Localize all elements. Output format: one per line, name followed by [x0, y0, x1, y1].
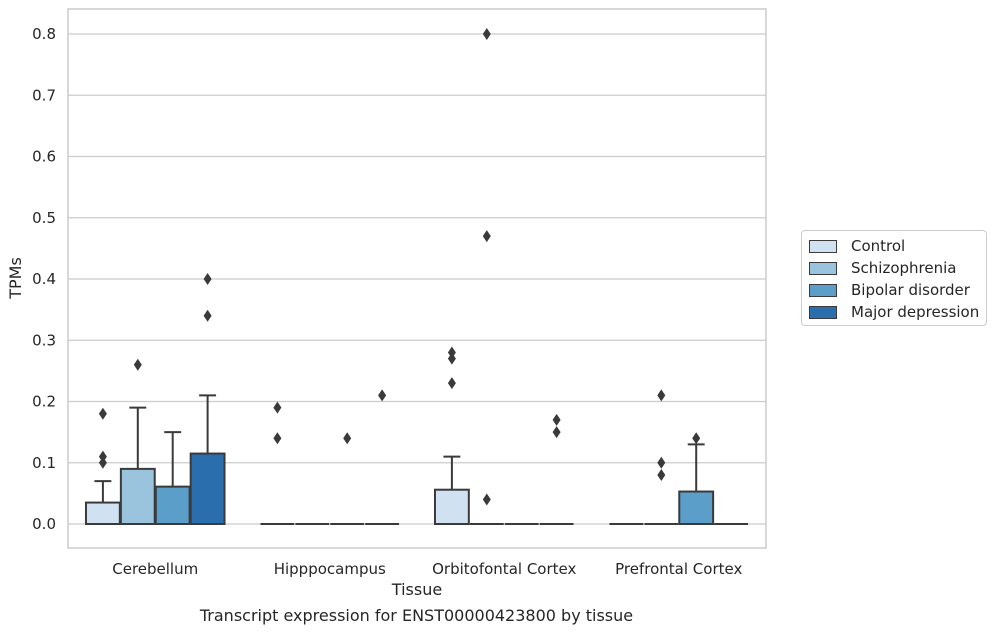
box-body: [433, 488, 470, 526]
box-body: [154, 485, 191, 526]
outlier-marker: [552, 413, 561, 426]
outlier-marker: [692, 432, 701, 445]
plot-area-frame: [67, 8, 767, 549]
outlier-marker: [98, 450, 107, 463]
outlier-marker: [482, 28, 491, 40]
y-tick-label: 0.0: [32, 515, 56, 533]
legend-label-control: Control: [851, 237, 906, 255]
box: [189, 394, 226, 525]
outlier-marker: [378, 389, 387, 402]
box-body: [119, 467, 156, 525]
figure-caption: Transcript expression for ENST0000042380…: [199, 606, 634, 625]
x-tick-label: Hipppocampus: [274, 560, 386, 578]
y-tick-label: 0.3: [32, 331, 56, 349]
outlier-marker: [273, 432, 282, 445]
legend-label-schizophrenia: Schizophrenia: [851, 259, 957, 277]
outlier-marker: [447, 377, 456, 390]
outlier-marker: [657, 469, 666, 481]
outlier-marker: [447, 346, 456, 359]
box: [84, 480, 121, 525]
legend-swatch-bipolar-disorder: [809, 283, 837, 297]
legend-swatch-control: [809, 239, 837, 253]
y-tick-label: 0.8: [32, 25, 56, 43]
box: [678, 443, 715, 526]
x-tick-label: Orbitofontal Cortex: [432, 560, 576, 578]
outlier-marker: [657, 389, 666, 402]
outlier-marker: [203, 309, 212, 322]
boxes: [84, 394, 749, 526]
legend-label-bipolar-disorder: Bipolar disorder: [851, 281, 970, 299]
y-tick-label: 0.4: [32, 270, 56, 288]
gridlines: [68, 33, 766, 525]
y-tick-label: 0.5: [32, 209, 56, 227]
y-axis-label: TPMs: [6, 257, 25, 300]
outlier-marker: [447, 352, 456, 365]
x-tick-label: Prefrontal Cortex: [615, 560, 742, 578]
outlier-marker: [552, 426, 561, 439]
legend-item-major-depression: Major depression: [809, 301, 979, 323]
outlier-marker: [343, 432, 352, 445]
outlier-marker: [273, 401, 282, 414]
legend-swatch-schizophrenia: [809, 261, 837, 275]
box: [433, 455, 470, 526]
outlier-marker: [203, 273, 212, 285]
x-tick-label: Cerebellum: [112, 560, 198, 578]
box-body: [84, 501, 121, 525]
legend: Control Schizophrenia Bipolar disorder M…: [801, 230, 987, 326]
y-tick-label: 0.7: [32, 86, 56, 104]
outlier-marker: [98, 456, 107, 469]
x-axis-ticks: Cerebellum Hipppocampus Orbitofontal Corte…: [112, 560, 742, 578]
box-body: [189, 452, 226, 525]
outlier-marker: [98, 407, 107, 420]
box-body: [678, 490, 715, 526]
legend-label-major-depression: Major depression: [851, 303, 980, 321]
y-tick-label: 0.2: [32, 393, 56, 411]
legend-item-schizophrenia: Schizophrenia: [809, 257, 956, 279]
outlier-marker: [657, 456, 666, 469]
outliers: [98, 28, 701, 506]
legend-item-bipolar-disorder: Bipolar disorder: [809, 279, 970, 301]
outlier-marker: [133, 358, 142, 371]
box: [154, 431, 191, 526]
outlier-marker: [482, 493, 491, 506]
y-tick-label: 0.1: [32, 454, 56, 472]
y-axis-ticks: 0.0 0.1 0.2 0.3 0.4 0.5 0.6 0.7 0.8: [32, 25, 56, 533]
box: [119, 406, 156, 525]
outlier-marker: [482, 230, 491, 243]
x-axis-label: Tissue: [391, 580, 442, 599]
legend-item-control: Control: [809, 235, 905, 257]
y-tick-label: 0.6: [32, 148, 56, 166]
legend-swatch-major-depression: [809, 305, 837, 319]
